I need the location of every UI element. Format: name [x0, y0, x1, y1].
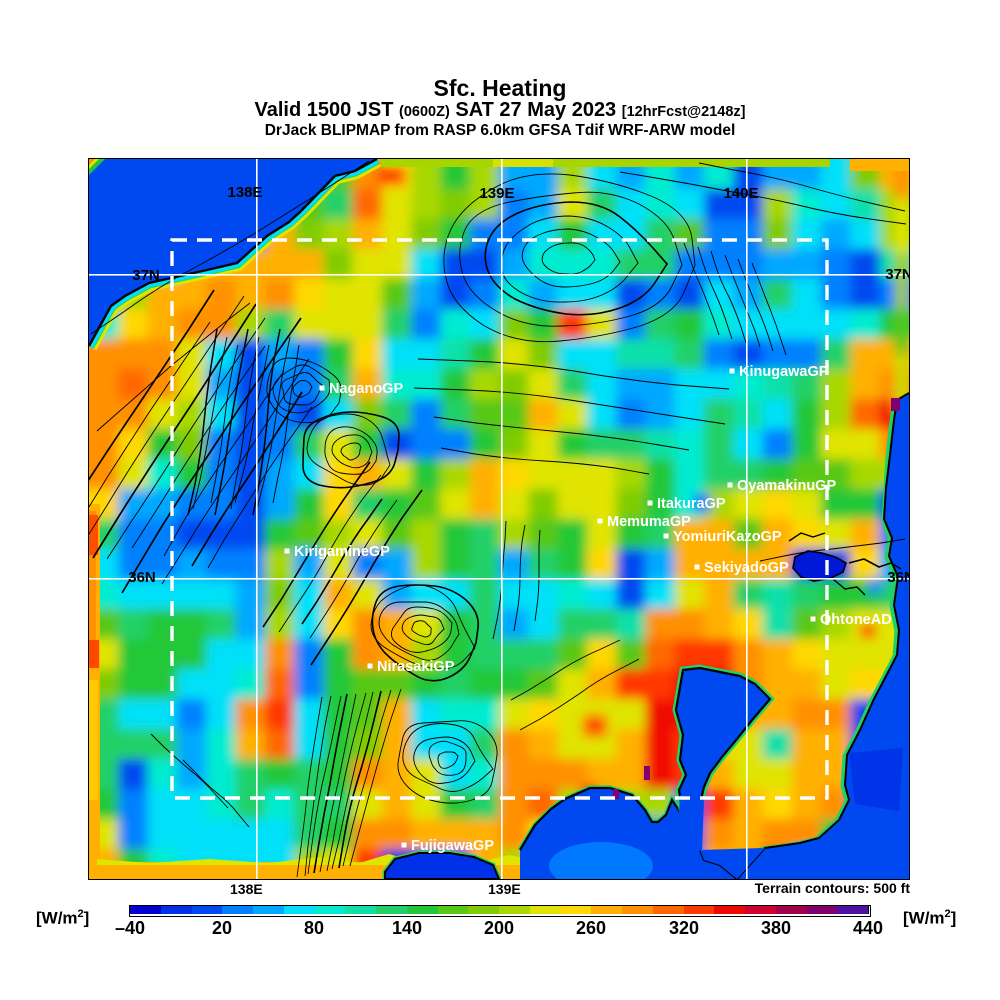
svg-text:140E: 140E — [723, 185, 758, 202]
svg-text:KirigamineGP: KirigamineGP — [294, 544, 390, 560]
svg-text:FujigawaGP: FujigawaGP — [411, 838, 494, 854]
svg-text:138E: 138E — [227, 184, 262, 201]
svg-text:36N: 36N — [887, 569, 909, 586]
svg-text:OhtoneAD: OhtoneAD — [820, 612, 892, 628]
svg-text:MemumaGP: MemumaGP — [607, 514, 691, 530]
svg-text:ItakuraGP: ItakuraGP — [657, 496, 726, 512]
svg-text:NaganoGP: NaganoGP — [329, 381, 403, 397]
svg-text:KinugawaGP: KinugawaGP — [739, 364, 829, 380]
svg-text:NirasakiGP: NirasakiGP — [377, 659, 455, 675]
svg-text:YomiuriKazoGP: YomiuriKazoGP — [673, 529, 782, 545]
svg-text:SekiyadoGP: SekiyadoGP — [704, 560, 789, 576]
svg-text:37N: 37N — [132, 267, 160, 284]
svg-text:36N: 36N — [128, 569, 156, 586]
svg-text:37N: 37N — [885, 266, 909, 283]
svg-text:OyamakinuGP: OyamakinuGP — [737, 478, 836, 494]
svg-text:139E: 139E — [479, 185, 514, 202]
